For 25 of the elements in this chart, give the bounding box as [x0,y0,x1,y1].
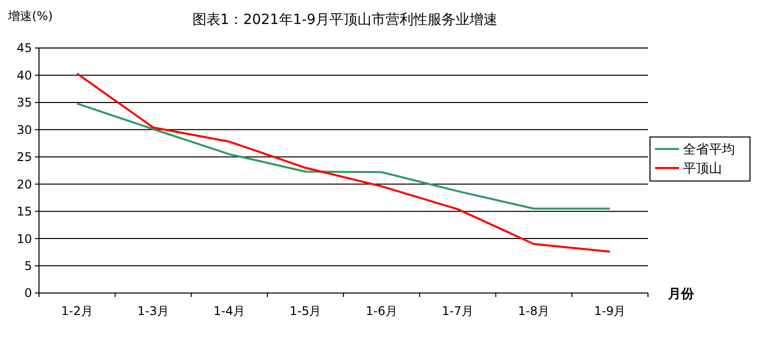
x-tick-label: 1-7月 [442,304,474,318]
x-tick-label: 1-8月 [518,304,550,318]
y-tick-label: 25 [16,150,32,164]
y-tick-label: 40 [16,68,32,82]
chart-title: 图表1：2021年1-9月平顶山市营利性服务业增速 [192,12,498,28]
legend-label: 平顶山 [683,162,722,177]
x-tick-label: 1-5月 [290,304,322,318]
x-tick-label: 1-3月 [137,304,169,318]
y-tick-label: 30 [16,122,32,137]
x-axis-title: 月份 [667,287,695,302]
line-series [76,102,611,210]
y-tick-label: 35 [16,96,32,110]
y-tick-label: 0 [24,286,32,300]
x-tick-label: 1-4月 [214,304,246,318]
y-tick-label: 15 [16,204,32,219]
line-series [76,72,611,253]
y-tick-label: 10 [16,232,32,246]
x-tick-label: 1-2月 [61,304,93,318]
y-tick-label: 45 [16,41,32,56]
x-tick-label: 1-6月 [366,304,398,318]
x-tick-label: 1-9月 [594,304,626,318]
legend-label: 全省平均 [683,142,735,158]
y-tick-label: 20 [16,177,32,192]
y-tick-label: 5 [24,258,32,273]
y-axis-title: 增速(%) [7,9,53,23]
